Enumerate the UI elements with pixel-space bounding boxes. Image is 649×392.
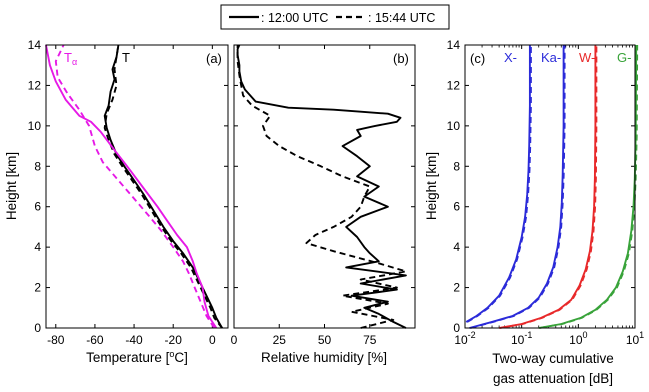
x-tick-label: 101 xyxy=(626,330,644,347)
band-label-x: X- xyxy=(504,50,517,65)
panel-c-xlabel-line2: gas attenuation [dB] xyxy=(493,371,613,386)
panel-c-tag: (c) xyxy=(470,51,485,66)
legend: : 12:00 UTC : 15:44 UTC xyxy=(220,4,450,30)
x-tick-label: -80 xyxy=(47,333,65,347)
panel-b-tag: (b) xyxy=(393,51,409,66)
series-solid-line xyxy=(236,44,407,329)
y-tick-label: 14 xyxy=(28,38,42,52)
panel-a-ylabel: Height [km] xyxy=(4,152,19,220)
panel-b-ticks: 0 25 50 75 xyxy=(231,44,415,347)
panel-a-temperature: -80 -60 -40 -20 0 0 2 4 6 8 10 12 14 (a) Tα T Height… xyxy=(4,38,229,365)
y-tick-label: 10 xyxy=(447,119,461,133)
panel-a-series xyxy=(45,44,223,329)
series-t-solid-line xyxy=(103,44,223,329)
x-tick-label: 10-1 xyxy=(511,330,532,347)
x-tick-label: 75 xyxy=(363,333,377,347)
band-x-dashed-line xyxy=(466,45,532,323)
panel-a-frame xyxy=(45,44,229,329)
panel-a-tag: (a) xyxy=(206,51,222,66)
annotation-ta: Tα xyxy=(64,50,77,67)
x-tick-label: 25 xyxy=(273,333,287,347)
panel-c-series xyxy=(465,44,639,329)
x-tick-label: -40 xyxy=(125,333,143,347)
x-tick-label: -20 xyxy=(165,333,183,347)
y-tick-label: 4 xyxy=(34,240,41,254)
band-label-w: W- xyxy=(579,50,595,65)
x-tick-label: 0 xyxy=(209,333,216,347)
panel-b-frame xyxy=(233,44,416,329)
x-tick-label: 100 xyxy=(569,330,587,347)
band-label-ka: Ka- xyxy=(541,50,561,65)
y-tick-label: 12 xyxy=(28,78,42,92)
y-tick-label: 14 xyxy=(447,38,461,52)
series-ta-solid-line xyxy=(45,44,218,329)
panel-b-series xyxy=(236,44,407,329)
panel-a-ticks: -80 -60 -40 -20 0 0 2 4 6 8 10 12 14 xyxy=(28,38,228,347)
band-label-g: G- xyxy=(617,50,631,65)
panel-c-frame xyxy=(464,44,636,329)
series-t-dashed-line xyxy=(103,44,223,329)
y-tick-label: 8 xyxy=(34,159,41,173)
annotation-t: T xyxy=(122,50,130,65)
panel-c-xlabel-line1: Two-way cumulative xyxy=(492,351,614,366)
series-ta-dashed-line xyxy=(54,44,216,329)
panel-b-humidity: 0 25 50 75 (b) Relative humidity [%] xyxy=(231,44,416,365)
legend-dashed-label: : 15:44 UTC xyxy=(368,11,435,25)
y-tick-label: 10 xyxy=(28,119,42,133)
x-tick-label: 50 xyxy=(318,333,332,347)
y-tick-label: 2 xyxy=(34,281,41,295)
y-tick-label: 12 xyxy=(447,78,461,92)
panel-a-xlabel: Temperature [oC] xyxy=(86,349,188,365)
band-g-dashed-line xyxy=(539,44,639,329)
panel-c-ylabel: Height [km] xyxy=(424,152,439,220)
y-tick-label: 6 xyxy=(453,200,460,214)
band-ka-solid-line xyxy=(469,45,565,329)
band-g-solid-line xyxy=(538,44,638,329)
x-tick-label: -60 xyxy=(86,333,104,347)
y-tick-label: 0 xyxy=(453,321,460,335)
band-x-solid-line xyxy=(465,45,531,323)
x-tick-label: 0 xyxy=(231,333,238,347)
y-tick-label: 4 xyxy=(453,240,460,254)
series-dashed-line xyxy=(236,45,407,329)
panel-b-xlabel: Relative humidity [%] xyxy=(261,350,387,365)
y-tick-label: 2 xyxy=(453,281,460,295)
y-tick-label: 0 xyxy=(34,321,41,335)
band-w-dashed-line xyxy=(499,45,598,329)
legend-solid-label: : 12:00 UTC xyxy=(261,11,328,25)
y-tick-label: 6 xyxy=(34,200,41,214)
y-tick-label: 8 xyxy=(453,159,460,173)
band-ka-dashed-line xyxy=(470,45,566,329)
